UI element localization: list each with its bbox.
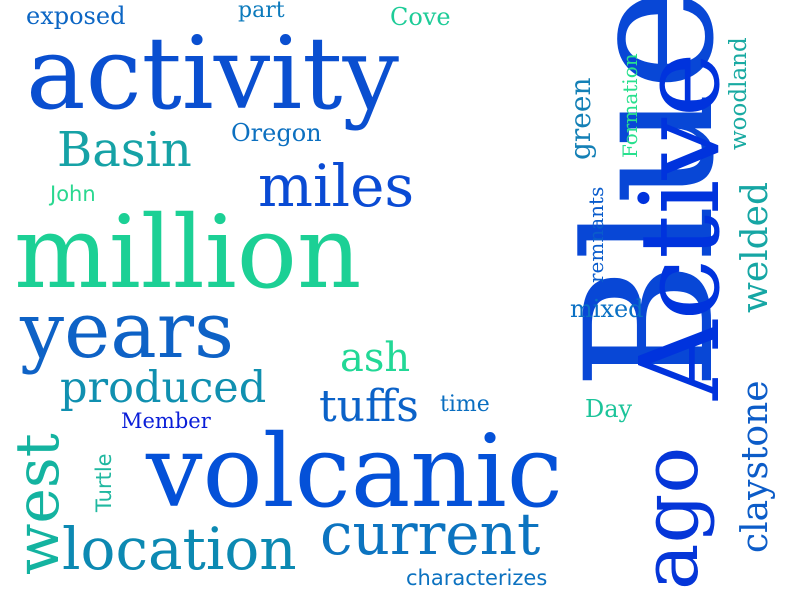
word-mixed: mixed	[570, 295, 644, 323]
word-location: location	[62, 515, 297, 583]
word-turtle: Turtle	[92, 453, 116, 512]
word-cove: Cove	[390, 3, 451, 31]
word-green: green	[564, 77, 597, 160]
word-day: Day	[585, 395, 633, 423]
word-claystone: claystone	[735, 380, 776, 553]
word-activity: activity	[26, 15, 399, 132]
word-produced: produced	[60, 363, 267, 413]
word-welded: welded	[735, 181, 776, 313]
word-volcanic: volcanic	[146, 413, 563, 530]
word-time: time	[440, 392, 490, 417]
word-ash: ash	[340, 335, 411, 381]
word-woodland: woodland	[726, 37, 752, 150]
word-basin: Basin	[57, 122, 192, 178]
word-ago: ago	[626, 446, 716, 590]
word-current: current	[320, 500, 541, 568]
word-exposed: exposed	[26, 2, 126, 30]
word-miles: miles	[258, 152, 415, 220]
word-oregon: Oregon	[231, 119, 322, 147]
word-west: west	[3, 433, 73, 575]
word-john: John	[50, 182, 96, 206]
word-characterizes: characterizes	[406, 566, 548, 590]
word-tuffs: tuffs	[319, 381, 419, 432]
word-formation: Formation	[618, 53, 642, 158]
word-part: part	[238, 0, 285, 23]
word-years: years	[20, 286, 235, 376]
word-member: Member	[121, 409, 211, 433]
word-million: million	[14, 194, 362, 311]
word-remnants: remnants	[584, 186, 608, 283]
